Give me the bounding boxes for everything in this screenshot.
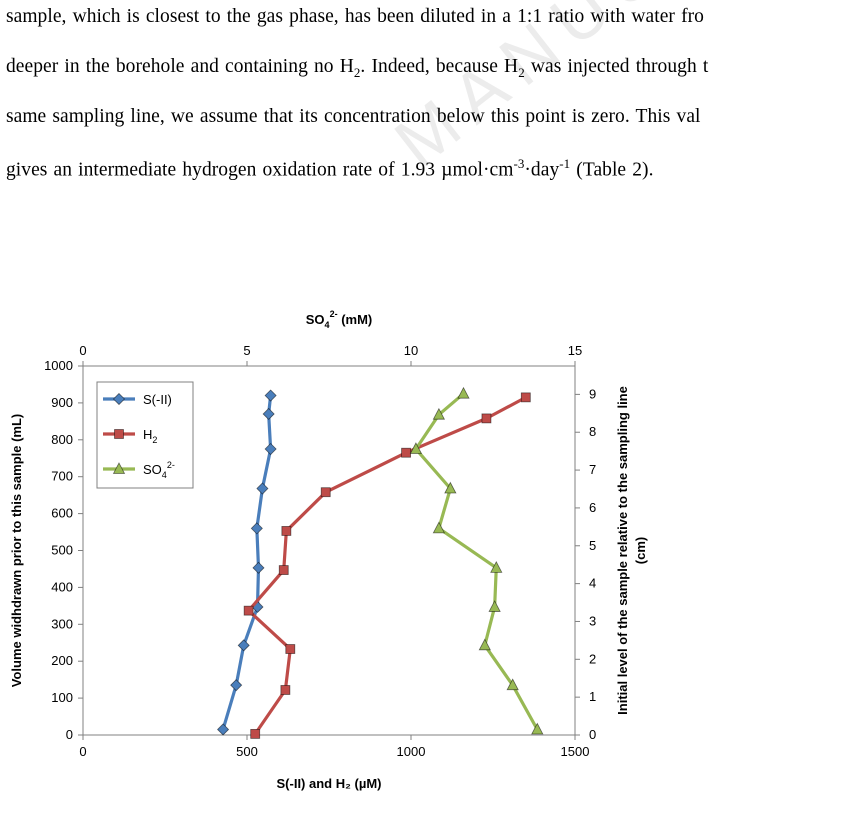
data-point — [243, 605, 254, 616]
legend-label: SO42- — [143, 460, 175, 480]
data-point — [256, 482, 269, 495]
bottom-tick-label: 1000 — [397, 744, 426, 759]
data-point — [481, 413, 492, 424]
left-tick-label: 200 — [51, 653, 73, 668]
data-point — [250, 522, 263, 535]
series-line — [414, 392, 539, 731]
left-tick-label: 0 — [66, 727, 73, 742]
right-tick-label: 7 — [589, 462, 596, 477]
paragraph-line: same sampling line, we assume that its c… — [6, 106, 701, 127]
left-tick-label: 800 — [51, 432, 73, 447]
left-tick-label: 100 — [51, 690, 73, 705]
legend-label: H2 — [143, 427, 157, 445]
data-point — [264, 442, 277, 456]
data-point — [280, 685, 291, 695]
data-point — [320, 487, 331, 498]
top-tick-label: 10 — [404, 343, 418, 358]
top-tick-label: 0 — [79, 343, 86, 358]
data-point — [520, 392, 531, 403]
right-tick-label: 9 — [589, 386, 596, 401]
right-tick-label: 0 — [589, 727, 596, 742]
right-tick-label: 8 — [589, 424, 596, 439]
bottom-tick-label: 1500 — [561, 744, 590, 759]
series-line — [247, 395, 527, 735]
bottom-axis-title: S(-II) and H₂ (µM) — [277, 776, 382, 791]
data-point — [409, 442, 423, 454]
top-tick-label: 15 — [568, 343, 582, 358]
right-tick-label: 1 — [589, 689, 596, 704]
left-tick-label: 500 — [51, 543, 73, 558]
left-tick-label: 1000 — [44, 358, 73, 373]
data-point — [457, 386, 470, 399]
right-axis-title: Initial level of the sample relative to … — [615, 386, 630, 715]
series-line — [221, 395, 273, 730]
left-tick-label: 700 — [51, 469, 73, 484]
data-point — [488, 600, 501, 612]
series-0 — [216, 389, 277, 736]
data-point — [230, 679, 243, 692]
data-point — [250, 728, 261, 739]
data-point — [281, 526, 292, 536]
right-tick-label: 3 — [589, 613, 596, 628]
data-point — [262, 407, 275, 421]
data-point — [252, 561, 265, 574]
left-tick-label: 900 — [51, 395, 73, 410]
data-point — [478, 638, 491, 651]
data-point — [285, 644, 296, 654]
data-point — [432, 407, 446, 420]
right-tick-label: 4 — [589, 576, 596, 591]
data-point — [237, 639, 250, 652]
right-tick-label: 5 — [589, 538, 596, 553]
bottom-tick-label: 500 — [236, 744, 258, 759]
top-axis-title: SO42- (mM) — [306, 309, 373, 330]
data-point — [506, 678, 519, 691]
data-point — [401, 447, 411, 458]
right-tick-label: 6 — [589, 500, 596, 515]
top-tick-label: 5 — [243, 343, 250, 358]
data-point — [531, 722, 544, 735]
paragraph-line: gives an intermediate hydrogen oxidation… — [6, 156, 654, 181]
bottom-tick-label: 0 — [79, 744, 86, 759]
right-tick-label: 2 — [589, 651, 596, 666]
series-1 — [243, 392, 531, 739]
legend-marker — [112, 462, 126, 474]
legend-label: S(-II) — [143, 392, 172, 407]
legend-marker — [114, 429, 124, 439]
paragraph-line: deeper in the borehole and containing no… — [6, 56, 709, 80]
series-2 — [409, 386, 544, 735]
chart-legend: S(-II) H2 SO42- — [96, 381, 194, 489]
data-point — [432, 521, 446, 534]
paragraph-line: sample, which is closest to the gas phas… — [6, 6, 704, 27]
left-axis-title: Volume widhdrawn prior to this sample (m… — [9, 414, 24, 688]
data-point — [444, 481, 457, 494]
left-tick-label: 600 — [51, 506, 73, 521]
right-axis-title-unit: (cm) — [633, 537, 648, 564]
data-point — [264, 389, 277, 402]
left-tick-label: 400 — [51, 579, 73, 594]
left-tick-label: 300 — [51, 616, 73, 631]
data-point — [490, 560, 503, 573]
data-point — [216, 723, 230, 736]
legend-marker — [112, 392, 126, 406]
data-point — [278, 565, 289, 575]
